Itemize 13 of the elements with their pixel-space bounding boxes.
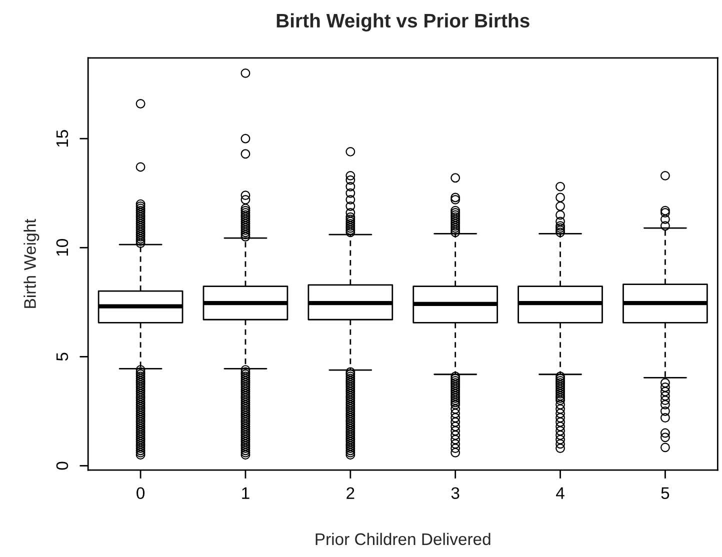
y-tick-label: 15 xyxy=(56,130,68,147)
x-tick-label: 1 xyxy=(242,487,250,499)
y-tick-label: 5 xyxy=(56,352,68,361)
x-tick-label: 3 xyxy=(451,487,460,500)
x-tick-label: 5 xyxy=(661,487,670,500)
x-tick-label: 2 xyxy=(346,487,354,499)
x-axis-title: Prior Children Delivered xyxy=(316,532,490,546)
x-tick-label: 4 xyxy=(556,487,564,499)
y-axis-title: Birth Weight xyxy=(24,218,40,308)
x-tick-label: 0 xyxy=(136,487,145,500)
y-tick-label: 0 xyxy=(56,462,68,470)
y-tick-label: 10 xyxy=(56,239,68,256)
chart-title: Birth Weight vs Prior Births xyxy=(276,13,530,32)
